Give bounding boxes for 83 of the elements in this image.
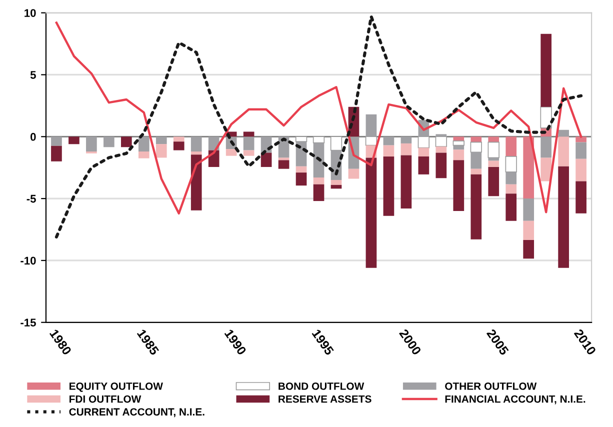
y-tick-label: -10	[20, 256, 36, 265]
bar	[400, 143, 412, 156]
y-tick-label: 5	[30, 71, 36, 79]
bar	[506, 194, 517, 221]
bar	[453, 160, 464, 211]
bar	[86, 136, 97, 152]
bar	[470, 136, 482, 142]
bar	[488, 136, 500, 142]
bar	[383, 136, 394, 146]
bar	[260, 152, 272, 167]
bar	[313, 184, 324, 202]
bar	[540, 34, 552, 107]
bar	[383, 145, 394, 156]
bar	[400, 136, 412, 144]
bar	[366, 158, 377, 268]
bar	[418, 148, 430, 156]
bar	[558, 130, 569, 137]
bar	[453, 150, 464, 160]
bar	[190, 152, 202, 155]
y-tick-label: -15	[20, 318, 36, 327]
bar	[576, 142, 586, 159]
bar	[540, 158, 552, 182]
legend-label: FINANCIAL ACCOUNT, N.I.E.	[445, 395, 586, 404]
bar	[436, 152, 447, 178]
bar	[243, 136, 254, 150]
legend-label: BOND OUTFLOW	[278, 382, 364, 390]
bar	[104, 136, 114, 148]
bar	[156, 136, 167, 144]
bar	[156, 144, 167, 158]
bar	[558, 136, 569, 166]
bar	[400, 155, 412, 208]
bar	[470, 168, 482, 174]
bar	[313, 178, 324, 184]
bar	[436, 146, 447, 153]
bar	[452, 140, 464, 146]
bar	[523, 240, 534, 259]
bar	[330, 184, 342, 189]
legend-label: CURRENT ACCOUNT, N.I.E.	[69, 408, 204, 418]
y-tick-label: -5	[26, 194, 36, 203]
bar	[68, 136, 80, 144]
bar	[540, 136, 552, 158]
legend-label: RESERVE ASSETS	[278, 395, 372, 403]
bar	[576, 181, 586, 214]
bar	[435, 136, 448, 147]
legend-label: EQUITY OUTFLOW	[70, 382, 163, 392]
bar	[120, 136, 132, 148]
bar	[173, 142, 184, 150]
bar	[138, 136, 150, 152]
bar	[243, 132, 254, 137]
bar	[488, 160, 500, 167]
bar	[523, 136, 534, 199]
y-tick-label: 10	[24, 9, 36, 17]
bar	[190, 136, 202, 152]
bar	[190, 154, 202, 210]
bar	[418, 156, 430, 174]
bar	[488, 166, 500, 196]
bar	[453, 136, 464, 141]
bar	[296, 172, 307, 186]
bar	[383, 156, 394, 216]
bar	[330, 180, 342, 185]
legend-label: OTHER OUTFLOW	[445, 382, 537, 390]
bar	[523, 198, 534, 221]
bar	[173, 136, 184, 142]
bar	[470, 174, 482, 240]
bar	[576, 136, 586, 142]
bar	[576, 158, 586, 182]
bar	[51, 136, 62, 146]
bar	[506, 184, 517, 194]
bar	[506, 136, 517, 156]
bar	[488, 142, 500, 158]
bar	[278, 158, 290, 160]
bar	[523, 220, 534, 240]
bar	[278, 160, 290, 169]
bar	[540, 106, 552, 128]
bar	[51, 146, 62, 162]
bar	[296, 166, 307, 173]
bar	[558, 166, 569, 268]
legend-label: FDI OUTFLOW	[70, 395, 142, 403]
bar	[138, 152, 150, 158]
bar	[226, 149, 237, 156]
bar	[348, 168, 360, 179]
y-tick-label: 0	[30, 132, 36, 141]
bar	[243, 150, 254, 156]
